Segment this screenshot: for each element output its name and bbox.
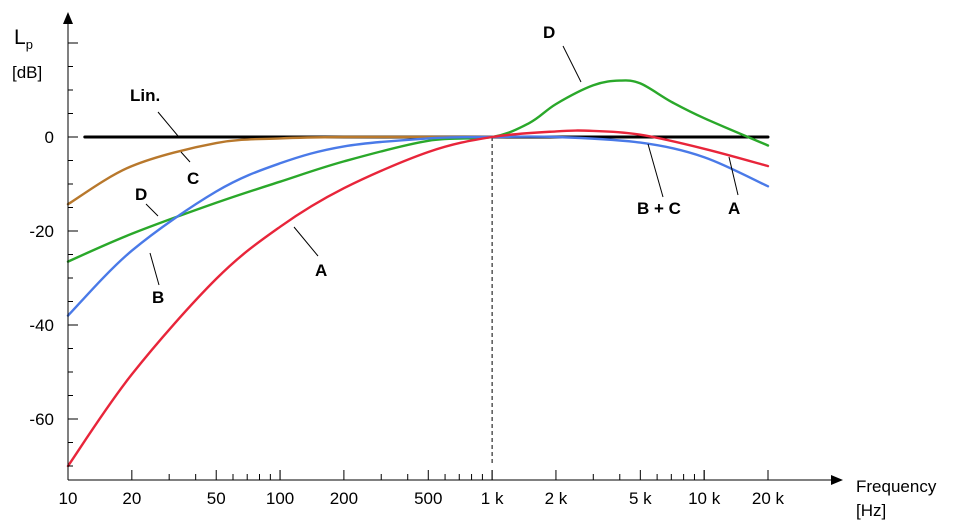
series-line-a (66, 129, 770, 468)
series-line-c (66, 135, 494, 206)
series-line-b (66, 135, 770, 317)
axis-titles: Lp [dB] Frequency [Hz] (12, 26, 937, 520)
x-tick-label: 1 k (481, 489, 504, 508)
label-leader-d-low (145, 203, 159, 217)
curve-labels: Lin. C D B A D B + C A (130, 23, 740, 307)
y-axis-title-subscript: p (26, 37, 33, 52)
y-tick-label: -20 (29, 222, 54, 241)
series-line-d (66, 79, 770, 263)
label-d-high: D (543, 23, 555, 42)
label-b-low: B (152, 288, 164, 307)
label-leader-a-high (728, 156, 739, 196)
y-axis-title-main: L (14, 26, 26, 49)
y-minor-ticks (68, 42, 78, 467)
y-axis-arrow (63, 12, 73, 24)
curves-layer (66, 79, 770, 468)
x-axis-unit: [Hz] (856, 501, 886, 520)
y-tick-label: -60 (29, 410, 54, 429)
y-tick-label: 0 (45, 128, 54, 147)
x-tick-label: 50 (207, 489, 226, 508)
x-axis-title: Frequency (856, 477, 937, 496)
label-a-low: A (315, 261, 327, 280)
x-tick-label: 500 (414, 489, 442, 508)
label-leader-d-high (562, 45, 582, 83)
x-tick-label: 10 (59, 489, 78, 508)
label-b-plus-c: B + C (637, 199, 681, 218)
tick-labels: 10 20 50 100 200 500 1 k 2 k 5 k 10 k 20 k 0 -20 -40 -… (29, 128, 784, 508)
label-leader-bc-high (647, 143, 664, 198)
label-a-high: A (728, 199, 740, 218)
y-axis-unit: [dB] (12, 63, 42, 82)
label-lin: Lin. (130, 86, 160, 105)
label-d-low: D (135, 185, 147, 204)
x-tick-label: 20 (122, 489, 141, 508)
x-tick-label: 100 (266, 489, 294, 508)
label-leader-lin (157, 111, 179, 137)
x-tick-label: 2 k (545, 489, 568, 508)
y-axis-title: Lp (14, 26, 33, 52)
x-minor-ticks (67, 470, 769, 480)
x-axis-arrow (831, 475, 843, 485)
x-tick-label: 200 (330, 489, 358, 508)
label-leader-b-low (149, 252, 160, 286)
x-tick-label: 5 k (629, 489, 652, 508)
y-tick-label: -40 (29, 316, 54, 335)
label-leader-c (180, 151, 191, 163)
label-leader-a-low (293, 226, 319, 257)
x-tick-label: 20 k (752, 489, 785, 508)
x-tick-label: 10 k (688, 489, 721, 508)
axes-layer: 10 20 50 100 200 500 1 k 2 k 5 k 10 k 20 k 0 -20 -40 -… (29, 12, 843, 508)
label-c: C (187, 169, 199, 188)
